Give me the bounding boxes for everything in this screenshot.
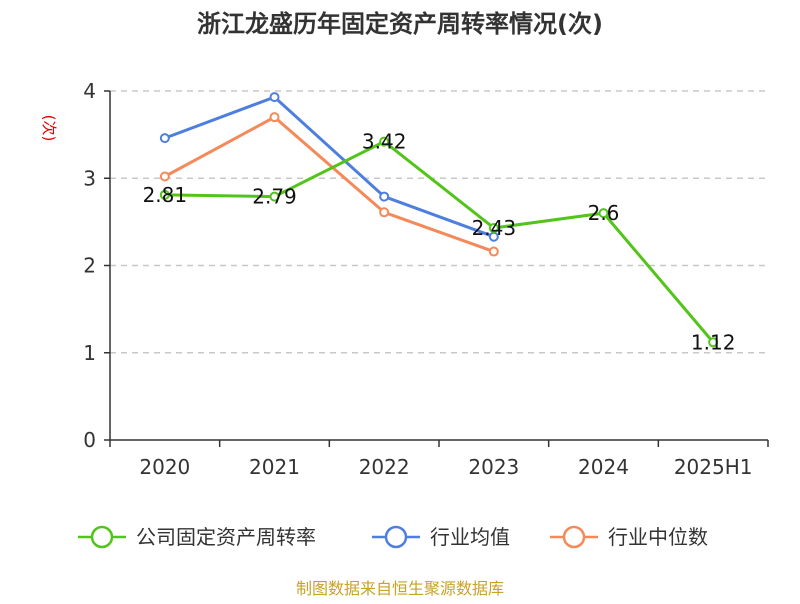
legend-marker xyxy=(90,525,114,549)
y-tick-label: 1 xyxy=(83,341,96,365)
data-point xyxy=(598,208,609,219)
legend-label: 行业中位数 xyxy=(608,525,708,549)
source-note: 制图数据来自恒生聚源数据库 xyxy=(296,579,504,598)
series-line xyxy=(164,115,495,253)
legend: 公司固定资产周转率 行业均值 行业中位数 xyxy=(78,525,708,549)
legend-label: 行业均值 xyxy=(430,525,510,549)
chart-title: 浙江龙盛历年固定资产周转率情况(次) xyxy=(197,10,603,38)
x-tick-label: 2020 xyxy=(139,455,190,479)
y-tick-label: 0 xyxy=(83,428,96,452)
x-tick-label: 2023 xyxy=(468,455,519,479)
data-label: 1.12 xyxy=(691,330,736,354)
y-axis-label: (次) xyxy=(40,115,58,142)
y-tick-label: 3 xyxy=(83,166,96,190)
data-labels: 2.81 2.79 3.42 2.43 2.6 1.12 xyxy=(143,130,736,355)
data-point xyxy=(269,191,280,202)
x-tick-label: 2021 xyxy=(249,455,300,479)
axes: 0 1 2 3 4 2020 2021 2022 2023 2024 2025H1 xyxy=(83,79,769,479)
y-tick-label: 4 xyxy=(83,79,96,103)
data-label: 3.42 xyxy=(362,130,407,154)
data-point xyxy=(269,92,280,103)
data-point xyxy=(159,189,170,200)
data-point xyxy=(159,171,170,182)
y-tick-label: 2 xyxy=(83,254,96,278)
x-tick-label: 2022 xyxy=(359,455,410,479)
grid xyxy=(110,90,768,354)
series-line xyxy=(164,140,715,344)
data-point xyxy=(159,133,170,144)
data-point xyxy=(488,246,499,257)
x-tick-label: 2024 xyxy=(578,455,629,479)
series-line xyxy=(164,95,495,239)
series xyxy=(159,92,719,348)
data-label: 2.79 xyxy=(252,185,297,209)
data-point xyxy=(488,222,499,233)
legend-marker xyxy=(384,525,408,549)
legend-label: 公司固定资产周转率 xyxy=(136,525,316,549)
data-point xyxy=(379,191,390,202)
data-point xyxy=(708,337,719,348)
legend-marker xyxy=(562,525,586,549)
data-point xyxy=(379,207,390,218)
x-tick-label: 2025H1 xyxy=(674,455,753,479)
data-label: 2.6 xyxy=(588,201,620,225)
data-point xyxy=(379,136,390,147)
data-label: 2.81 xyxy=(143,183,188,207)
data-label: 2.43 xyxy=(472,216,517,240)
data-point xyxy=(269,112,280,123)
